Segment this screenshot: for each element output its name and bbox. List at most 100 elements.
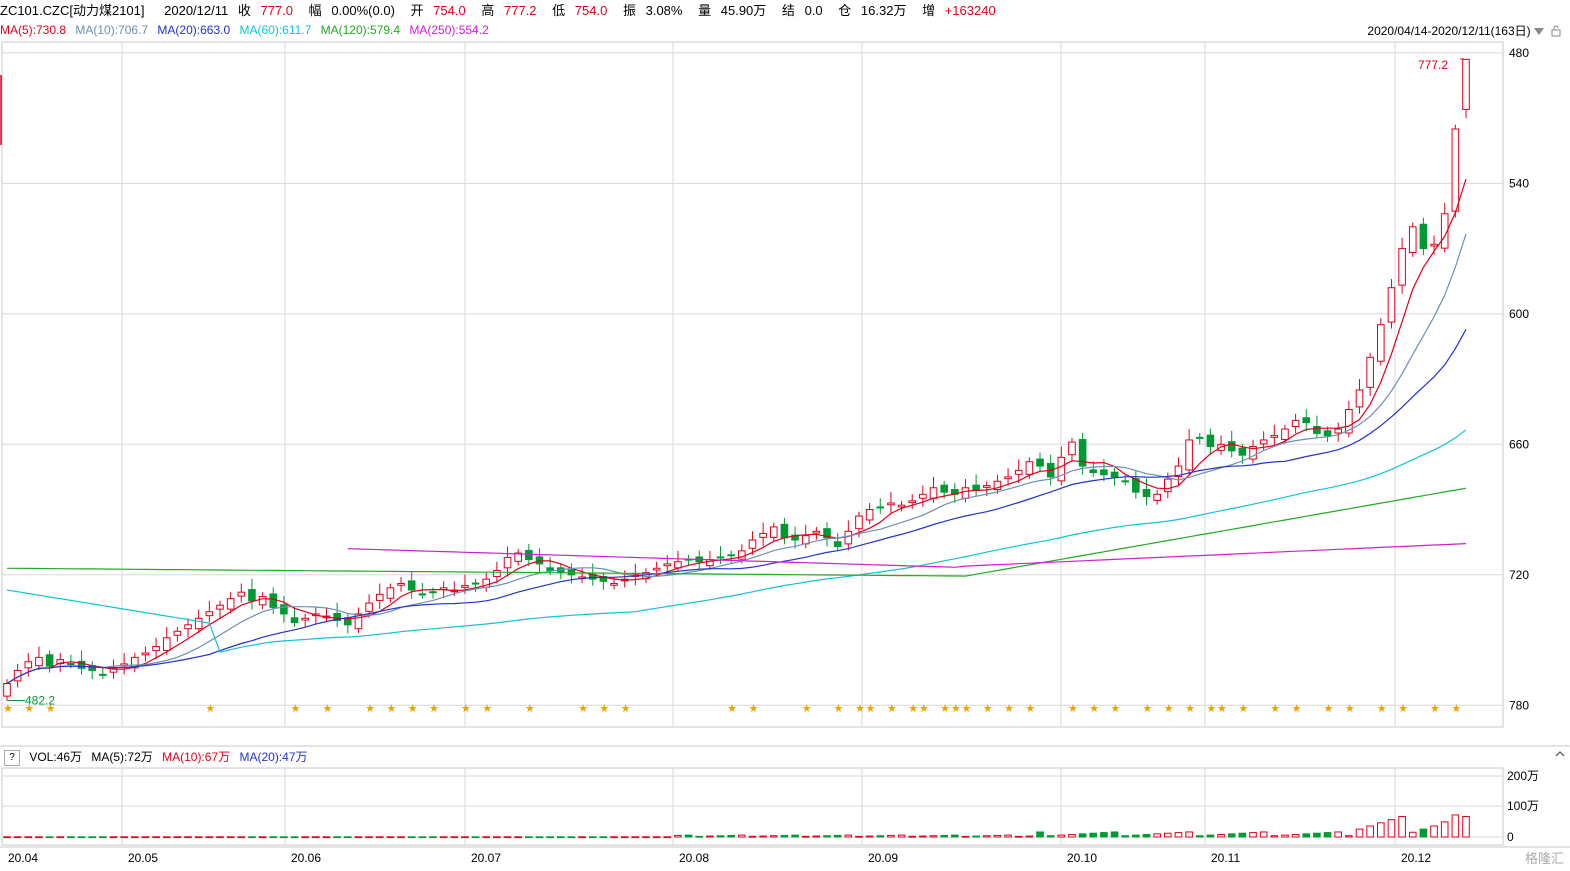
volume-bar xyxy=(791,834,799,838)
candle-body xyxy=(109,667,118,673)
volume-bar xyxy=(1387,819,1396,838)
close-value: 777.0 xyxy=(260,3,294,18)
signal-star: ★ xyxy=(1398,703,1408,715)
candle-body xyxy=(876,506,885,509)
volume-bar xyxy=(1323,832,1332,838)
candle-body xyxy=(365,602,373,612)
candle-body xyxy=(663,563,672,567)
ma-legend-item: MA(250):554.2 xyxy=(409,23,489,37)
candle-body xyxy=(951,489,959,495)
collapse-icon[interactable] xyxy=(1554,748,1566,760)
candle-body xyxy=(706,559,714,567)
candle-body xyxy=(865,509,874,521)
candle-body xyxy=(1057,456,1066,482)
volume-bar xyxy=(1440,821,1449,838)
volume-tick-label: 0 xyxy=(1507,830,1514,844)
volume-bar xyxy=(695,835,704,838)
vol-value: VOL:46万 xyxy=(29,750,83,764)
candle-body xyxy=(99,673,107,676)
candle-body xyxy=(748,539,757,549)
signal-star: ★ xyxy=(855,703,865,715)
candle-body xyxy=(1153,493,1161,501)
candle-body xyxy=(716,556,725,559)
volume-bar xyxy=(1132,834,1140,838)
signal-star: ★ xyxy=(1068,703,1078,715)
signal-star: ★ xyxy=(621,703,631,715)
volume-bar xyxy=(1206,834,1215,838)
candle-body xyxy=(24,661,33,669)
volume-bar xyxy=(386,836,395,839)
candle-body xyxy=(1142,489,1151,497)
candle-body xyxy=(35,656,43,667)
settle-label: 结 xyxy=(781,3,795,18)
signal-star: ★ xyxy=(1377,703,1387,715)
candle-body xyxy=(216,604,224,610)
signal-star: ★ xyxy=(578,703,588,715)
volume-bar xyxy=(599,836,608,839)
signal-star: ★ xyxy=(599,703,609,715)
volume-bar xyxy=(823,835,831,838)
candle-body xyxy=(56,659,65,665)
volume-bar xyxy=(727,834,735,838)
price-tick-label: 540 xyxy=(1509,176,1529,190)
volume-bar xyxy=(642,836,650,839)
signal-star: ★ xyxy=(866,703,876,715)
candle-body xyxy=(588,573,597,580)
range-selector[interactable]: 2020/04/14-2020/12/11(163日) xyxy=(1367,22,1544,39)
help-icon[interactable]: ? xyxy=(4,749,20,766)
ma-line-5 xyxy=(6,178,1467,685)
candle-body xyxy=(1014,469,1023,475)
volume-bar xyxy=(152,836,160,839)
signal-star: ★ xyxy=(1270,703,1280,715)
volume-bar xyxy=(1078,833,1087,838)
signal-star: ★ xyxy=(46,703,56,715)
volume-bar xyxy=(1302,833,1311,838)
volume-bar xyxy=(35,836,43,839)
candle-body xyxy=(908,500,917,504)
signal-star: ★ xyxy=(802,703,812,715)
volume-bar xyxy=(919,835,927,838)
candle-body xyxy=(130,656,139,669)
volume-bar xyxy=(1313,832,1321,838)
signal-star: ★ xyxy=(525,703,535,715)
volume-bar xyxy=(908,835,917,838)
price-tick-label: 600 xyxy=(1509,307,1529,321)
candle-body xyxy=(354,613,363,630)
candle-body xyxy=(897,504,906,508)
volume-bar xyxy=(588,836,597,839)
candle-body xyxy=(194,617,203,630)
volume-bar xyxy=(1451,814,1460,838)
candle-body xyxy=(1334,428,1343,434)
lock-icon[interactable] xyxy=(1550,25,1562,37)
candle-body xyxy=(77,660,86,669)
signal-star: ★ xyxy=(1089,703,1099,715)
signal-star: ★ xyxy=(1111,703,1121,715)
signal-star: ★ xyxy=(3,703,13,715)
dropdown-icon[interactable] xyxy=(1534,28,1544,36)
volume-bar xyxy=(1110,831,1119,838)
date-tick-label: 20.11 xyxy=(1211,851,1240,865)
signal-star: ★ xyxy=(322,703,332,715)
low-annotation: 482.2 xyxy=(25,693,55,707)
volume-bar xyxy=(759,835,767,838)
candle-body xyxy=(482,578,491,588)
volume-bar xyxy=(280,836,288,839)
candle-body xyxy=(727,554,735,557)
candle-body xyxy=(801,535,810,545)
volume-bar xyxy=(493,836,501,839)
signal-star: ★ xyxy=(482,703,492,715)
volume-bar xyxy=(684,834,693,838)
candle-body xyxy=(1259,439,1268,445)
signal-star: ★ xyxy=(1238,703,1248,715)
volume-bar xyxy=(1398,816,1406,838)
volume-bar xyxy=(290,836,299,839)
volume-bar xyxy=(663,836,672,839)
candle-body xyxy=(1387,287,1396,323)
candle-body xyxy=(961,487,970,499)
candle-body xyxy=(1291,419,1300,427)
candle-body xyxy=(919,493,927,499)
signal-star: ★ xyxy=(1164,703,1174,715)
date-tick-label: 20.08 xyxy=(679,851,709,865)
ma-legend-item: MA(20):663.0 xyxy=(157,23,231,37)
